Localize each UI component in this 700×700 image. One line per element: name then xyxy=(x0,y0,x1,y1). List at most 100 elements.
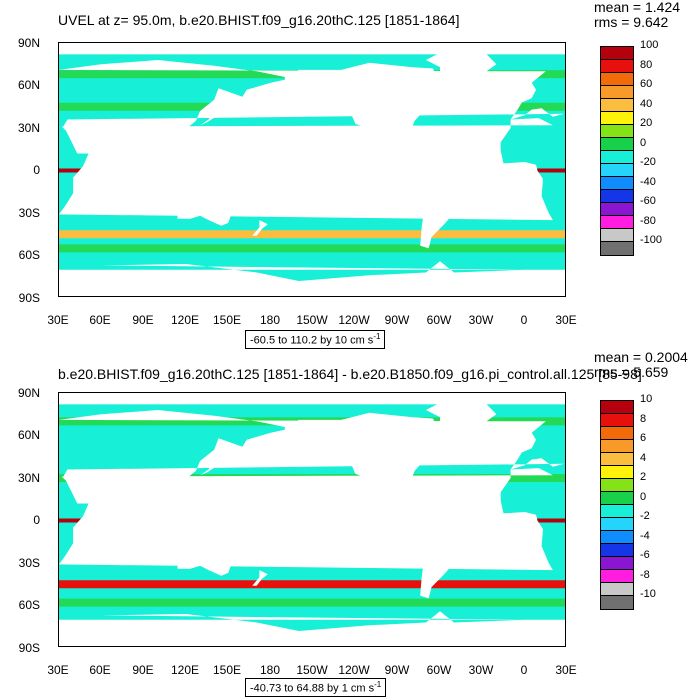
colorbar-label: 100 xyxy=(640,39,659,51)
baffin-landmass xyxy=(409,418,429,430)
lon-tick-label: 30E xyxy=(47,313,69,327)
lon-tick-label: 30E xyxy=(555,313,577,327)
contour-range-label: -40.73 to 64.88 by 1 cm s-1 xyxy=(245,678,387,697)
colorbar-label: -40 xyxy=(640,175,656,188)
madagascar-landmass xyxy=(78,540,88,556)
colorbar-swatch xyxy=(601,99,633,112)
colorbar-swatch xyxy=(601,216,633,229)
velocity-band xyxy=(59,244,565,253)
colorbar-label: -100 xyxy=(640,234,663,246)
range-text: -60.5 to 110.2 by 10 cm s xyxy=(250,334,374,347)
colorbar-swatch xyxy=(601,518,633,531)
baffin-landmass xyxy=(409,68,429,80)
africa-landmass xyxy=(59,118,553,221)
colorbar-label: -4 xyxy=(640,529,650,542)
antarctica-landmass xyxy=(59,611,565,646)
colorbar-swatch xyxy=(601,505,633,518)
colorbar-label: -6 xyxy=(640,549,650,561)
range-unit-exponent: -1 xyxy=(374,680,382,689)
lon-tick-label: 30E xyxy=(555,663,577,677)
lat-tick-label: 60S xyxy=(18,598,40,612)
lon-tick-label: 90E xyxy=(132,313,154,327)
australia-landmass xyxy=(177,184,233,226)
lon-tick-label: 180 xyxy=(259,663,281,677)
lat-tick-label: 90N xyxy=(17,36,40,50)
lon-tick-label: 120E xyxy=(170,663,200,677)
colorbar-swatch xyxy=(601,427,633,440)
range-text: -40.73 to 64.88 by 1 cm s xyxy=(250,682,375,695)
colorbar-swatch xyxy=(601,151,633,164)
lon-tick-label: 120E xyxy=(170,313,200,327)
colorbar-swatch xyxy=(601,203,633,216)
lon-tick-label: 180 xyxy=(259,313,281,327)
top-map-panel: UVEL at z= 95.0m, b.e20.BHIST.f09_g16.20… xyxy=(17,0,680,349)
lon-tick-label: 30W xyxy=(468,663,494,677)
lon-tick-label: 0 xyxy=(520,313,528,327)
lat-tick-label: 90S xyxy=(18,641,40,655)
colorbar-swatch xyxy=(601,177,633,190)
lat-tick-label: 60N xyxy=(17,428,40,442)
colorbar-label: 2 xyxy=(640,471,647,483)
australia-landmass xyxy=(177,534,233,576)
lon-tick-label: 30W xyxy=(468,313,494,327)
antarctica-landmass xyxy=(59,261,565,296)
colorbar-label: -10 xyxy=(640,588,656,600)
british-isles-landmass xyxy=(516,88,525,100)
colorbar-label: 0 xyxy=(640,136,647,149)
colorbar-swatch xyxy=(601,492,633,505)
lon-tick-label: 60E xyxy=(89,663,111,677)
colorbar-swatch xyxy=(601,47,633,60)
lon-tick-label: 90E xyxy=(132,663,154,677)
colorbar-swatch xyxy=(601,570,633,583)
colorbar-label: 4 xyxy=(640,451,647,464)
colorbar-swatch xyxy=(601,229,633,242)
colorbar-swatch xyxy=(601,453,633,466)
colorbar-swatch xyxy=(601,557,633,570)
colorbar-swatch xyxy=(601,596,633,609)
lon-tick-label: 0 xyxy=(520,663,528,677)
colorbar-swatch xyxy=(601,112,633,125)
lon-tick-label: 30E xyxy=(47,663,69,677)
colorbar-swatch xyxy=(601,544,633,557)
colorbar: 10 8 6 4 2 0 -2 -4 -6 -8 -10 xyxy=(600,393,656,610)
new-guinea-landmass xyxy=(201,171,229,185)
colorbar-swatch xyxy=(601,125,633,138)
new-zealand-landmass xyxy=(252,570,268,586)
colorbar-swatch xyxy=(601,401,633,414)
madagascar-landmass xyxy=(78,190,88,206)
stats-block: mean = 0.2004 rms = 5.659 xyxy=(594,350,688,380)
colorbar-swatch xyxy=(601,583,633,596)
colorbar-label: 8 xyxy=(640,412,647,425)
map-plot-area xyxy=(58,42,566,297)
colorbar: 100 80 60 40 20 0 -20 -40 -60 -80 -100 xyxy=(600,39,662,256)
colorbar-label: -2 xyxy=(640,510,650,522)
velocity-band xyxy=(59,598,565,607)
colorbar-swatch xyxy=(601,164,633,177)
borneo-landmass xyxy=(170,510,185,527)
colorbar-swatch xyxy=(601,466,633,479)
lat-tick-label: 90S xyxy=(18,291,40,305)
lon-tick-label: 60E xyxy=(89,313,111,327)
colorbar-label: 0 xyxy=(640,490,647,503)
colorbar-label: -80 xyxy=(640,214,656,227)
japan-landmass xyxy=(200,456,217,476)
lat-tick-label: 0 xyxy=(33,163,40,177)
africa-landmass xyxy=(59,468,553,571)
lon-tick-label: 150E xyxy=(212,313,242,327)
colorbar-swatch xyxy=(601,414,633,427)
lat-tick-label: 60S xyxy=(18,248,40,262)
colorbar-swatch xyxy=(601,190,633,203)
lon-tick-label: 60W xyxy=(426,663,452,677)
lon-tick-label: 90W xyxy=(384,313,410,327)
colorbar-swatch xyxy=(601,73,633,86)
lat-tick-label: 30S xyxy=(18,206,40,220)
bottom-map-panel: b.e20.BHIST.f09_g16.20thC.125 [1851-1864… xyxy=(0,350,700,700)
panel-title: b.e20.BHIST.f09_g16.20thC.125 [1851-1864… xyxy=(58,366,642,382)
lat-tick-label: 30N xyxy=(17,121,40,135)
colorbar-swatch xyxy=(601,440,633,453)
rms-value: rms = 5.659 xyxy=(594,364,669,380)
velocity-band xyxy=(59,230,565,239)
lat-tick-label: 0 xyxy=(33,513,40,527)
lon-tick-label: 150E xyxy=(212,663,242,677)
lat-tick-label: 30S xyxy=(18,556,40,570)
